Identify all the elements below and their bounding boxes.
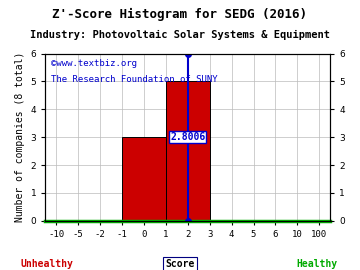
Y-axis label: Number of companies (8 total): Number of companies (8 total) xyxy=(15,52,25,222)
Bar xyxy=(166,82,210,221)
Text: ©www.textbiz.org: ©www.textbiz.org xyxy=(51,59,137,68)
Text: Score: Score xyxy=(165,259,195,269)
Text: Z'-Score Histogram for SEDG (2016): Z'-Score Histogram for SEDG (2016) xyxy=(53,8,307,21)
Text: Unhealthy: Unhealthy xyxy=(21,259,73,269)
Text: Healthy: Healthy xyxy=(296,259,337,269)
Text: 2.8006: 2.8006 xyxy=(170,132,206,142)
Text: Industry: Photovoltaic Solar Systems & Equipment: Industry: Photovoltaic Solar Systems & E… xyxy=(30,30,330,40)
Text: The Research Foundation of SUNY: The Research Foundation of SUNY xyxy=(51,75,218,84)
Bar xyxy=(122,137,166,221)
